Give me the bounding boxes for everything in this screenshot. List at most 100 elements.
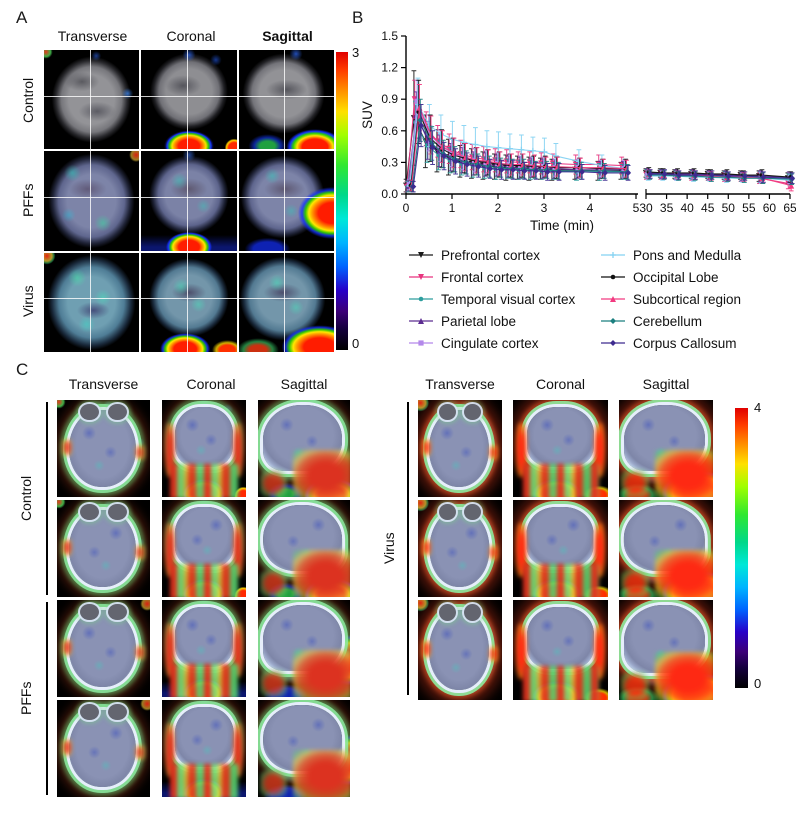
column-header-sagittal: Sagittal: [642, 376, 690, 392]
svg-text:Time (min): Time (min): [530, 218, 594, 233]
hotspot: [292, 650, 350, 697]
pet-ct-virus-coronal-image: [513, 600, 608, 700]
head-coronal: [527, 406, 594, 467]
panel-c-label: C: [16, 360, 29, 379]
column-header-transverse: Transverse: [57, 28, 128, 44]
svg-text:1.5: 1.5: [381, 29, 398, 43]
hotspot: [593, 624, 606, 679]
column-header-coronal: Coronal: [166, 28, 216, 44]
hotspot: [593, 423, 606, 477]
right-orbit: [464, 503, 481, 521]
pet-ct-pffs-sagittal-image: [258, 700, 350, 797]
hotspot: [292, 450, 350, 497]
hotspot: [164, 523, 175, 577]
pet-mri-control-coronal-image: [141, 50, 237, 150]
head-transverse: [428, 509, 490, 588]
hotspot: [620, 672, 650, 700]
hotspot: [488, 444, 498, 461]
right-orbit: [108, 503, 127, 521]
hotspot: [233, 623, 244, 677]
hotspot: [61, 738, 72, 757]
svg-text:40: 40: [680, 201, 694, 215]
corpuscallosum-marker-icon: [601, 340, 625, 346]
hotspot: [61, 538, 72, 557]
hotspot: [135, 744, 146, 761]
pet-ct-control-sagittal-image: [258, 400, 350, 497]
pet-ct-control-coronal-image: [162, 500, 246, 597]
panel-b-label: B: [352, 8, 364, 27]
right-orbit: [464, 403, 481, 421]
hotspot: [135, 644, 146, 661]
legend-item-occipitallobe: Occipital Lobe: [600, 266, 741, 288]
svg-text:0.0: 0.0: [381, 187, 398, 201]
hotspot: [164, 623, 175, 677]
right-orbit: [464, 604, 481, 621]
hotspot: [233, 423, 244, 477]
svg-text:35: 35: [660, 201, 674, 215]
head-transverse: [69, 609, 137, 688]
svg-text:50: 50: [722, 201, 736, 215]
left-orbit: [439, 503, 456, 521]
panel-a-column-headers: Transverse Coronal Sagittal: [0, 28, 799, 46]
pet-ct-pffs-sagittal-image: [258, 600, 350, 697]
left-orbit: [80, 703, 99, 721]
pet-ct-pffs-transverse-image: [57, 700, 150, 797]
cerebellum-marker-icon: [601, 318, 625, 324]
svg-text:1: 1: [449, 201, 456, 215]
svg-text:30: 30: [639, 201, 653, 215]
hotspot: [422, 438, 432, 457]
hotspot: [135, 544, 146, 561]
series-cerebellum: [409, 98, 795, 193]
pet-ct-pffs-coronal-image: [162, 700, 246, 797]
svg-text:5: 5: [633, 201, 640, 215]
head-transverse: [428, 610, 490, 690]
group-bracket-pffs: [46, 602, 48, 795]
right-orbit: [108, 403, 127, 421]
group-label-pffs: PFFs: [18, 681, 34, 716]
hotspot: [259, 469, 288, 497]
svg-text:2: 2: [495, 201, 502, 215]
panel-a-colorbar-min: 0: [352, 336, 360, 351]
group-label-virus: Virus: [381, 532, 397, 565]
legend-label: Corpus Callosum: [633, 335, 737, 351]
pet-ct-pffs-coronal-image: [162, 600, 246, 697]
svg-text:SUV: SUV: [360, 101, 375, 129]
head-coronal: [527, 506, 594, 567]
series-corpuscallosum: [410, 103, 796, 193]
legend-item-parietallobe: Parietal lobe: [408, 310, 600, 332]
row-label-control: Control: [20, 77, 36, 123]
left-orbit: [80, 403, 99, 421]
hotspot: [422, 538, 432, 557]
suv-time-activity-chart: 0.00.30.60.91.21.50 1 2 3 4 5 30 35 40 45 50 55 60 65…: [360, 29, 796, 233]
pet-ct-pffs-transverse-image: [57, 600, 150, 697]
pet-mri-control-transverse-image: [44, 50, 140, 150]
column-header-coronal: Coronal: [535, 376, 586, 392]
panel-a-colorbar-max: 3: [352, 45, 360, 60]
pet-mri-pffs-coronal-image: [141, 151, 237, 251]
svg-text:0.3: 0.3: [381, 155, 398, 169]
group-bracket-control: [46, 402, 48, 595]
hotspot: [61, 638, 72, 657]
pet-ct-virus-sagittal-image: [619, 500, 713, 597]
panel-c-colorbar-max: 4: [754, 400, 762, 415]
pet-ct-virus-coronal-image: [513, 400, 608, 497]
pet-mri-virus-sagittal-image: [238, 252, 334, 352]
head-coronal: [174, 606, 234, 667]
group-label-control: Control: [18, 475, 34, 522]
column-header-coronal: Coronal: [186, 376, 236, 392]
hotspot: [259, 669, 288, 697]
hotspot: [593, 523, 606, 577]
column-header-transverse: Transverse: [425, 376, 495, 392]
svg-text:4: 4: [587, 201, 594, 215]
pet-ct-virus-transverse-image: [418, 600, 502, 700]
legend-item-ponsandmedulla: Pons and Medulla: [600, 244, 741, 266]
pet-mri-pffs-transverse-image: [44, 151, 140, 251]
panel-a-colorbar: [336, 52, 348, 350]
column-header-sagittal: Sagittal: [280, 376, 328, 392]
hotspot: [164, 723, 175, 777]
ponsandmedulla-marker-icon: [601, 252, 625, 258]
legend-label: Temporal visual cortex: [441, 291, 576, 307]
column-header-sagittal: Sagittal: [262, 28, 313, 44]
hotspot: [164, 423, 175, 477]
